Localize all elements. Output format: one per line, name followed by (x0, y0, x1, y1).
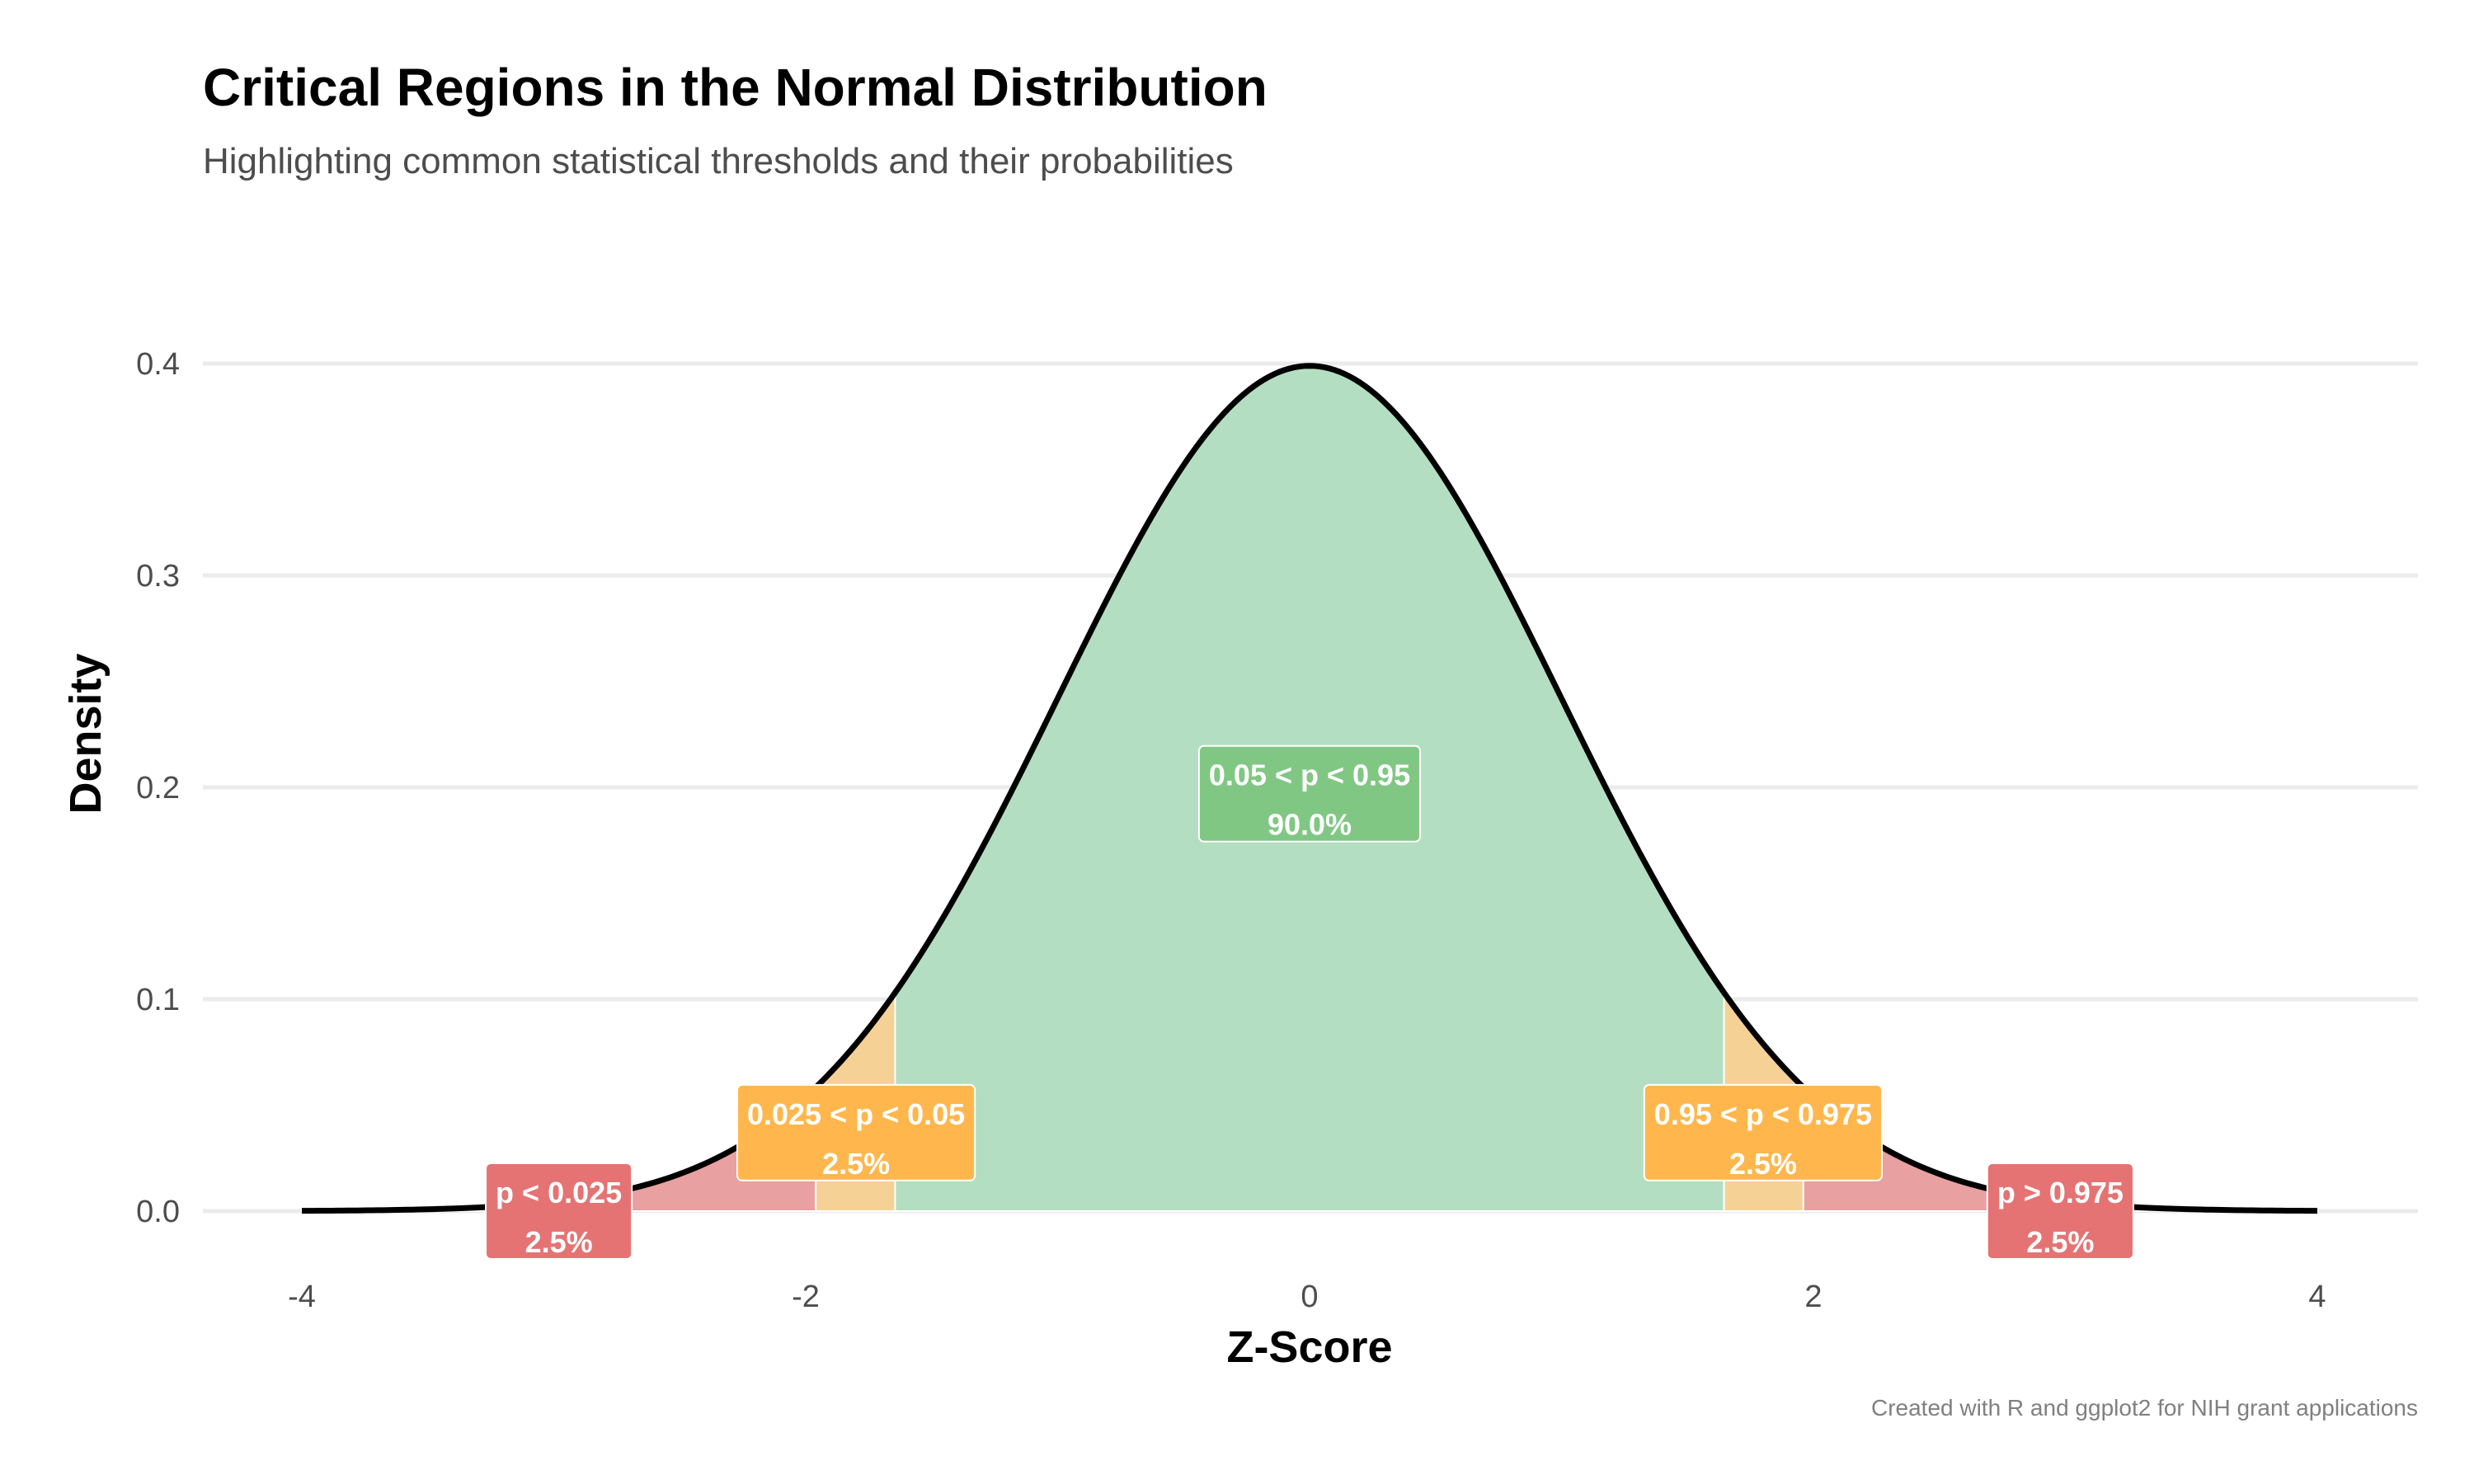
density-curve (301, 363, 2318, 1214)
region-percent-label: 2.5% (1729, 1147, 1797, 1181)
region-label-2: 0.025 < p < 0.05 2.5% (736, 1083, 976, 1181)
region-label-box (1197, 744, 1422, 843)
y-tick-label: 0.3 (136, 559, 180, 594)
chart-title: Critical Regions in the Normal Distribut… (203, 58, 1268, 117)
x-tick-label: 4 (2308, 1280, 2326, 1314)
region-label-box (1986, 1162, 2134, 1260)
x-axis-ticks: -4 -2 0 2 4 (288, 1280, 2326, 1314)
x-tick-label: 0 (1300, 1280, 1318, 1314)
region-percent-label: 90.0% (1268, 808, 1352, 842)
density-curve-layer (301, 363, 2318, 1214)
region-label-box (1643, 1083, 1884, 1181)
region-probability-label: 0.05 < p < 0.95 (1209, 758, 1410, 792)
region-percent-label: 2.5% (2026, 1225, 2094, 1259)
y-axis-title: Density (61, 653, 111, 814)
y-tick-label: 0.2 (136, 771, 180, 805)
y-axis-ticks: 0.0 0.1 0.2 0.3 0.4 (136, 347, 180, 1229)
chart-subtitle: Highlighting common statistical threshol… (203, 141, 1234, 181)
x-tick-label: -4 (288, 1280, 316, 1314)
region-probability-label: p > 0.975 (1997, 1176, 2124, 1209)
x-axis-title: Z-Score (1226, 1322, 1392, 1372)
region-percent-label: 2.5% (525, 1225, 593, 1259)
y-tick-label: 0.0 (136, 1195, 180, 1229)
region-label-3: 0.05 < p < 0.95 90.0% (1197, 744, 1422, 843)
region-labels: p < 0.025 2.5% 0.025 < p < 0.05 2.5% 0.05 < … (485, 744, 2134, 1260)
y-tick-label: 0.4 (136, 347, 180, 382)
x-tick-label: -2 (792, 1280, 820, 1314)
x-tick-label: 2 (1804, 1280, 1822, 1314)
region-probability-label: 0.95 < p < 0.975 (1654, 1097, 1872, 1131)
region-probability-label: 0.025 < p < 0.05 (747, 1097, 965, 1131)
region-probability-label: p < 0.025 (496, 1176, 622, 1209)
region-label-5: p > 0.975 2.5% (1986, 1162, 2134, 1260)
chart-caption: Created with R and ggplot2 for NIH grant… (1871, 1395, 2418, 1421)
region-label-box (736, 1083, 976, 1181)
region-label-1: p < 0.025 2.5% (485, 1162, 633, 1260)
y-tick-label: 0.1 (136, 983, 180, 1017)
region-label-4: 0.95 < p < 0.975 2.5% (1643, 1083, 1884, 1181)
region-label-box (485, 1162, 633, 1260)
region-percent-label: 2.5% (822, 1147, 890, 1181)
